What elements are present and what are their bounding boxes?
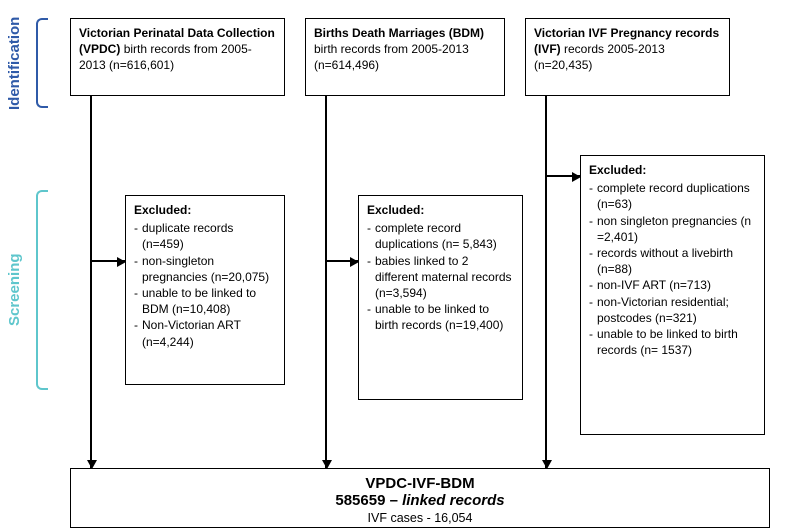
excluded-bdm-box: Excluded: complete record duplications (…: [358, 195, 523, 400]
arrow-bdm-branch: [325, 260, 358, 262]
excluded-item: Non-Victorian ART (n=4,244): [134, 317, 276, 349]
arrow-ivf-branch: [545, 175, 580, 177]
excluded-vpdc-title: Excluded:: [134, 202, 276, 218]
arrow-vpdc-branch: [90, 260, 125, 262]
excluded-bdm-title: Excluded:: [367, 202, 514, 218]
final-count: 585659 – linked records: [79, 492, 761, 509]
final-title: VPDC-IVF-BDM: [79, 475, 761, 492]
stage-identification-bracket: [36, 18, 48, 108]
excluded-ivf-title: Excluded:: [589, 162, 756, 178]
excluded-item: non-singleton pregnancies (n=20,075): [134, 253, 276, 285]
stage-screening-label: Screening: [6, 190, 23, 390]
source-ivf-box: Victorian IVF Pregnancy records (IVF) re…: [525, 18, 730, 96]
excluded-ivf-list: complete record duplications (n=63)non s…: [589, 180, 756, 358]
excluded-ivf-box: Excluded: complete record duplications (…: [580, 155, 765, 435]
excluded-item: records without a livebirth (n=88): [589, 245, 756, 277]
arrow-ivf-down: [545, 96, 547, 468]
final-ivf-line: IVF cases - 16,054: [79, 511, 761, 525]
excluded-item: unable to be linked to BDM (n=10,408): [134, 285, 276, 317]
excluded-item: non singleton pregnancies (n =2,401): [589, 213, 756, 245]
arrow-bdm-down: [325, 96, 327, 468]
excluded-bdm-list: complete record duplications (n= 5,843)b…: [367, 220, 514, 333]
excluded-item: unable to be linked to birth records (n=…: [589, 326, 756, 358]
final-linked-box: VPDC-IVF-BDM 585659 – linked records IVF…: [70, 468, 770, 528]
excluded-vpdc-list: duplicate records (n=459)non-singleton p…: [134, 220, 276, 350]
stage-screening-bracket: [36, 190, 48, 390]
excluded-item: complete record duplications (n=63): [589, 180, 756, 212]
stage-identification-label: Identification: [6, 18, 23, 108]
excluded-item: non-Victorian residential; postcodes (n=…: [589, 294, 756, 326]
source-bdm-box: Births Death Marriages (BDM) birth recor…: [305, 18, 505, 96]
excluded-item: non-IVF ART (n=713): [589, 277, 756, 293]
excluded-vpdc-box: Excluded: duplicate records (n=459)non-s…: [125, 195, 285, 385]
source-bdm-title: Births Death Marriages (BDM): [314, 26, 484, 40]
excluded-item: complete record duplications (n= 5,843): [367, 220, 514, 252]
excluded-item: duplicate records (n=459): [134, 220, 276, 252]
excluded-item: babies linked to 2 different maternal re…: [367, 253, 514, 302]
arrow-vpdc-down: [90, 96, 92, 468]
source-vpdc-box: Victorian Perinatal Data Collection (VPD…: [70, 18, 285, 96]
source-bdm-sub: birth records from 2005-2013 (n=614,496): [314, 42, 469, 72]
excluded-item: unable to be linked to birth records (n=…: [367, 301, 514, 333]
